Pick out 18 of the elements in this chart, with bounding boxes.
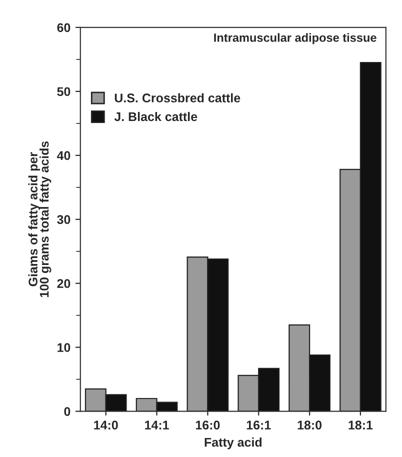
- x-tick-label: 14:1: [145, 420, 169, 430]
- x-tick-label: 14:0: [94, 420, 118, 430]
- y-tick-label: 0: [64, 407, 70, 416]
- y-tick-label: 50: [57, 87, 70, 96]
- x-tick-label: 16:0: [196, 420, 220, 430]
- x-axis-title: Fatty acid: [204, 438, 262, 450]
- x-tick-label: 18:0: [298, 420, 322, 430]
- y-tick-label: 30: [57, 215, 70, 224]
- y-tick-label: 10: [58, 343, 70, 352]
- legend-label: U.S. Crossbred cattle: [114, 93, 240, 102]
- annotation: Intramuscular adipose tissue: [214, 33, 376, 44]
- x-tick-label: 18:1: [348, 420, 373, 430]
- y-axis-title: Giams of fatty acid per 100 grams total fatty acids: [28, 141, 52, 298]
- y-tick-label: 40: [56, 151, 70, 160]
- y-tick-label: 60: [57, 23, 70, 32]
- legend-label: J. Black cattle: [114, 112, 198, 122]
- y-tick-label: 20: [57, 279, 70, 288]
- x-tick-label: 16:1: [246, 420, 271, 430]
